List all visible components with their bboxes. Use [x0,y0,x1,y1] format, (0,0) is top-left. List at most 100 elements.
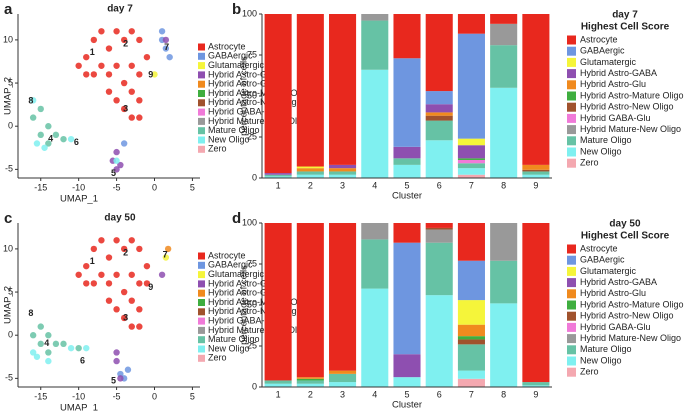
cell-point [45,140,52,147]
legend-swatch [198,289,205,297]
bar-segment [522,169,550,172]
cell-point [60,135,67,143]
bar-segment [296,383,324,387]
y-tick-label: 25 [247,340,257,350]
bar-segment [457,168,485,175]
cell-point [166,53,173,61]
legend-label: Astrocyte [580,34,618,44]
cell-point [113,28,120,35]
cell-point [120,36,128,44]
bar-segment [425,223,453,228]
cell-point [37,340,44,348]
legend-swatch [198,345,205,353]
bar-segment [457,339,485,345]
y-tick-label: 5 [8,286,13,296]
legend-swatch [567,345,576,355]
cluster-label: 6 [74,137,79,147]
cell-point [136,280,143,287]
y-tick-label: 0 [252,172,257,182]
cell-point [113,357,120,365]
bar-segment [522,174,550,178]
legend-label: GABAergic [208,260,253,270]
x-tick-label: 3 [340,180,345,190]
cell-point [113,166,120,173]
legend-swatch [567,136,576,146]
bar-segment [522,14,550,165]
bar-segment [457,223,485,261]
cluster-label: 3 [123,103,128,113]
cell-point [105,71,113,78]
legend-label: Hybrid Astro-New Oligo [580,311,674,321]
bar-segment [490,14,518,24]
cell-point [75,62,82,69]
cell-point [45,349,52,356]
legend-swatch [198,117,205,125]
cell-point [136,245,143,253]
legend-label: Astrocyte [208,41,246,51]
cell-point [90,245,98,253]
cell-point [52,131,60,139]
x-axis-label: UMAP_1 [60,403,98,411]
legend-label: Hybrid Astro-Glu [208,79,274,89]
cluster-label: 1 [90,256,95,266]
bar-segment [457,163,485,169]
legend-label: Mature Oligo [580,344,632,354]
bar-segment [425,112,453,116]
bar-segment [296,171,324,175]
bar-segment [393,377,421,387]
legend-label: Hybrid GABA-Glu [580,322,651,332]
cell-point [113,306,120,313]
cell-point [128,297,135,304]
bar-segment [329,370,357,374]
chart-title: day 7 [612,10,638,21]
legend-label: Hybrid GABA-Glu [208,106,279,116]
cell-point [117,161,124,169]
chart-title: day 50 [104,213,136,224]
bar-segment [393,58,421,147]
legend-label: Hybrid Astro-Mature Oligo [208,297,312,307]
legend-label: Hybrid Astro-GABA [208,69,285,79]
legend-swatch [567,322,576,332]
bar-segment [393,164,421,178]
cell-point [29,332,37,339]
cell-point [136,323,143,330]
cell-point [37,131,44,139]
cell-point [124,366,132,373]
cell-point [113,157,120,164]
cell-point [113,97,120,104]
cluster-label: 9 [148,282,153,292]
x-tick-label: 9 [533,389,538,399]
cell-point [45,357,52,365]
legend-label: GABAergic [580,255,625,265]
x-tick-label: 2 [308,389,313,399]
legend-swatch [567,69,576,79]
legend-label: Zero [208,144,227,154]
cell-point [128,28,135,35]
bar-segment [522,164,550,170]
bar-segment [393,242,421,355]
cell-point [120,79,128,87]
cell-point [151,71,158,78]
y-tick-label: 0 [8,330,13,340]
cell-point [162,45,170,52]
x-tick-label: 8 [501,389,506,399]
x-tick-label: 5 [190,391,195,401]
legend-label: Mature Oligo [580,135,632,145]
cell-point [105,297,113,304]
bar-segment [329,373,357,383]
cell-point [120,105,128,113]
bar-segment [329,171,357,175]
legend-label: Hybrid Astro-Mature Oligo [580,90,684,100]
cell-point [113,62,120,69]
x-tick-label: 6 [437,180,442,190]
bar-segment [457,158,485,160]
y-tick-label: 25 [247,131,257,141]
y-tick-label: 0 [252,381,257,391]
cell-point [128,88,135,95]
legend-label: Astrocyte [580,243,618,253]
cell-point [29,349,37,356]
bar-segment [296,14,324,167]
legend-label: Hybrid Astro-New Oligo [580,102,674,112]
bar-segment [329,382,357,387]
y-tick-label: 75 [247,258,257,268]
